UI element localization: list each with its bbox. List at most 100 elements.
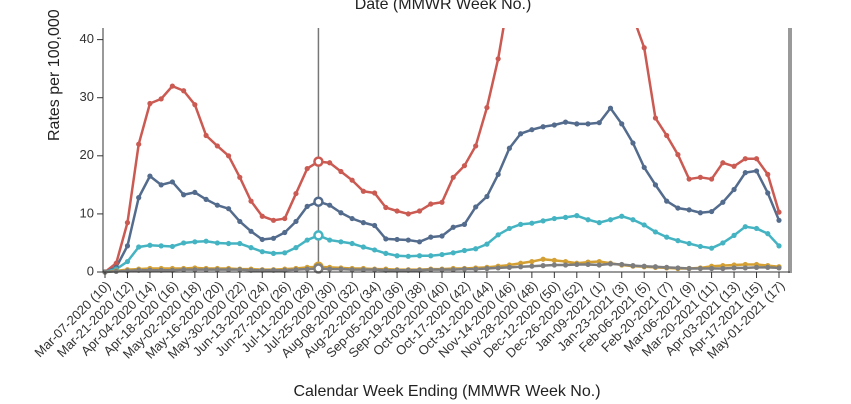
data-point bbox=[652, 115, 659, 121]
data-point bbox=[495, 56, 501, 62]
data-point bbox=[192, 102, 198, 108]
plot-area bbox=[102, 14, 782, 275]
data-point bbox=[675, 152, 681, 158]
data-point bbox=[214, 143, 220, 149]
data-point bbox=[293, 190, 299, 197]
y-axis-title: Rates per 100,000 bbox=[46, 9, 63, 141]
data-point bbox=[473, 204, 479, 210]
data-point bbox=[192, 239, 198, 245]
y-tick-label: 30 bbox=[80, 89, 94, 104]
data-point bbox=[506, 264, 512, 270]
data-point bbox=[450, 267, 456, 273]
data-point bbox=[551, 257, 557, 263]
data-point bbox=[742, 156, 748, 162]
hovered-point bbox=[313, 156, 324, 167]
data-point bbox=[585, 217, 591, 223]
data-point bbox=[641, 164, 647, 171]
data-point bbox=[394, 236, 400, 243]
data-point bbox=[169, 179, 175, 185]
data-point bbox=[562, 262, 569, 268]
data-point bbox=[327, 237, 333, 243]
data-point bbox=[484, 265, 490, 272]
data-point bbox=[416, 208, 423, 214]
data-point bbox=[652, 229, 659, 235]
data-point bbox=[203, 132, 209, 139]
data-point bbox=[248, 228, 254, 234]
data-point bbox=[338, 168, 344, 175]
data-point bbox=[574, 213, 580, 219]
data-point bbox=[731, 265, 737, 271]
data-point bbox=[428, 267, 434, 273]
data-point bbox=[304, 165, 310, 172]
data-point bbox=[136, 195, 142, 201]
data-point bbox=[192, 267, 198, 273]
data-point bbox=[742, 170, 748, 176]
data-point bbox=[349, 215, 355, 222]
data-point bbox=[720, 265, 726, 272]
data-point bbox=[282, 215, 288, 222]
data-point bbox=[124, 220, 131, 226]
data-point bbox=[731, 232, 737, 238]
data-point bbox=[641, 45, 647, 51]
data-point bbox=[158, 243, 164, 249]
data-point bbox=[439, 233, 445, 239]
data-point bbox=[439, 267, 445, 273]
data-point bbox=[259, 249, 265, 255]
data-point bbox=[630, 140, 636, 146]
data-point bbox=[551, 262, 557, 268]
series-line bbox=[104, 214, 780, 274]
data-point bbox=[664, 264, 670, 270]
data-point bbox=[495, 171, 501, 177]
data-point bbox=[765, 171, 771, 177]
plot-right-border bbox=[788, 28, 792, 273]
data-point bbox=[203, 238, 209, 244]
data-point bbox=[675, 205, 681, 211]
data-point bbox=[765, 264, 771, 270]
data-point bbox=[664, 234, 670, 240]
data-point bbox=[641, 222, 647, 228]
data-point bbox=[596, 120, 602, 126]
data-point bbox=[495, 232, 501, 238]
data-point bbox=[214, 240, 220, 246]
data-point bbox=[484, 193, 490, 200]
data-point bbox=[338, 239, 344, 245]
data-point bbox=[394, 253, 400, 259]
data-point bbox=[450, 224, 456, 230]
data-point bbox=[360, 244, 366, 250]
data-point bbox=[327, 266, 333, 272]
data-point bbox=[282, 229, 288, 236]
data-point bbox=[270, 250, 277, 257]
data-point bbox=[461, 163, 468, 169]
data-point bbox=[686, 240, 692, 247]
data-point bbox=[405, 211, 411, 217]
data-point bbox=[675, 238, 681, 244]
data-point bbox=[697, 174, 703, 180]
data-point bbox=[697, 243, 703, 250]
data-point bbox=[607, 105, 614, 111]
data-point bbox=[596, 220, 602, 226]
data-point bbox=[709, 176, 715, 182]
data-point bbox=[776, 209, 782, 215]
data-point bbox=[416, 253, 423, 259]
hovered-point bbox=[313, 196, 324, 207]
data-point bbox=[630, 14, 635, 19]
y-tick-label: 10 bbox=[80, 205, 94, 220]
data-point bbox=[394, 208, 400, 214]
data-point bbox=[484, 104, 490, 111]
data-point bbox=[338, 266, 344, 272]
data-point bbox=[214, 202, 220, 208]
data-point bbox=[562, 214, 569, 220]
data-point bbox=[383, 236, 389, 242]
data-point bbox=[158, 182, 164, 188]
data-point bbox=[147, 173, 153, 179]
data-point bbox=[540, 256, 546, 262]
data-point bbox=[416, 239, 423, 245]
data-point bbox=[518, 264, 524, 270]
data-point bbox=[596, 262, 602, 268]
data-point bbox=[450, 250, 456, 256]
data-point bbox=[237, 267, 243, 273]
data-point bbox=[742, 265, 748, 271]
data-point bbox=[304, 266, 310, 272]
data-point bbox=[619, 213, 625, 219]
data-point bbox=[765, 231, 771, 237]
